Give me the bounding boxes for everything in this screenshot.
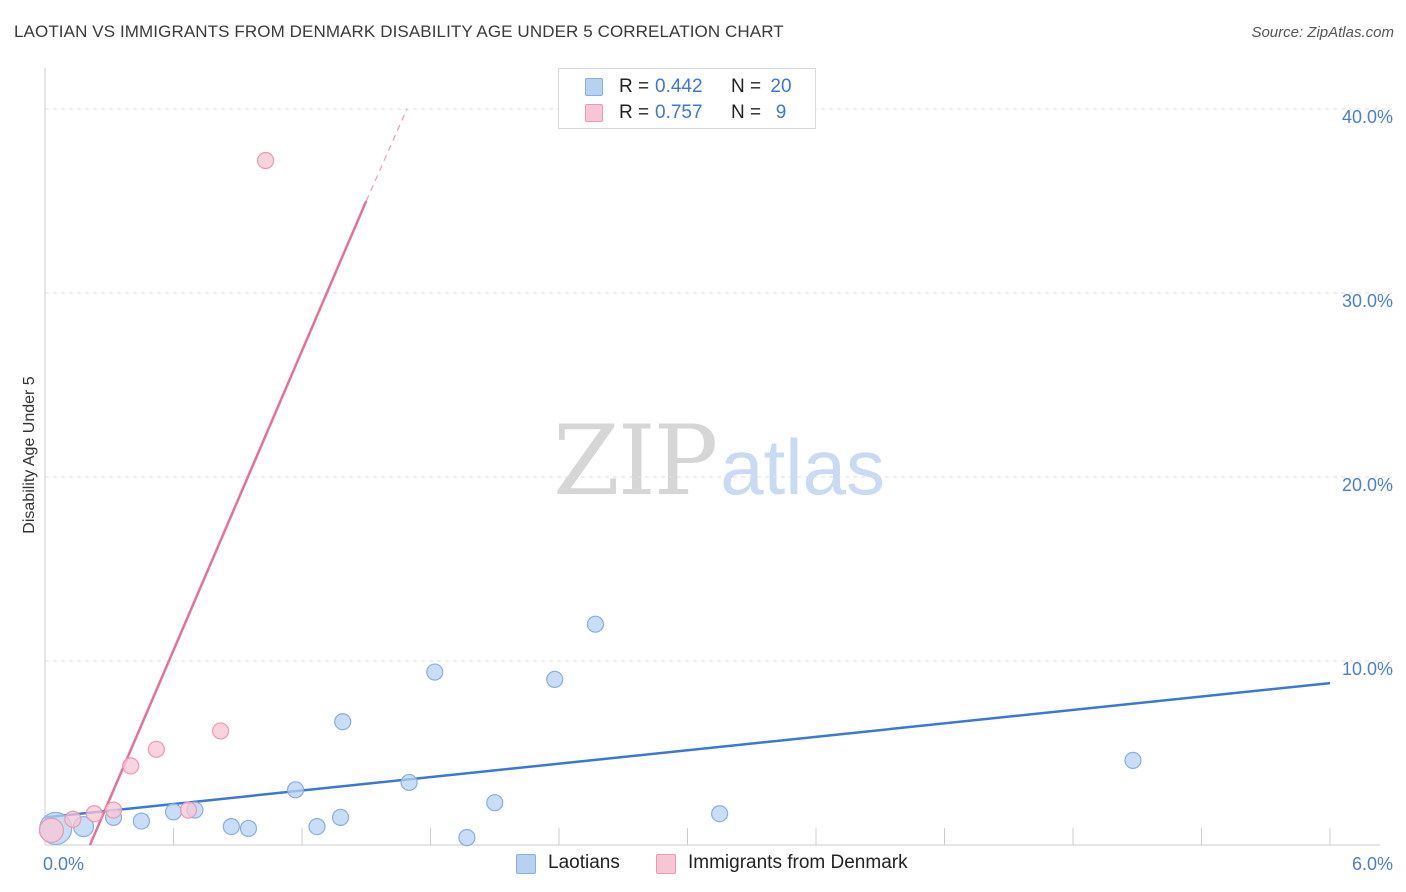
chart-title: LAOTIAN VS IMMIGRANTS FROM DENMARK DISAB… <box>14 22 784 41</box>
denmark-point <box>85 805 103 823</box>
y-tick-label: 10.0% <box>1342 659 1393 679</box>
laotians-point <box>546 670 564 689</box>
watermark-zip: ZIP <box>553 405 718 517</box>
n-value: 20 <box>770 76 792 97</box>
watermark-atlas: atlas <box>720 423 885 511</box>
data-points <box>38 151 1142 847</box>
laotians-point <box>331 808 350 827</box>
denmark-point <box>104 801 123 819</box>
n-label: N = <box>731 102 762 123</box>
y-tick-label: 40.0% <box>1342 107 1393 127</box>
laotians-point <box>711 805 729 823</box>
watermark: ZIPatlas <box>553 405 885 517</box>
y-axis-label: Disability Age Under 5 <box>21 376 38 534</box>
laotians-point <box>586 615 605 633</box>
denmark-swatch <box>585 104 603 122</box>
stats-legend: R = 0.442 N = 20 R = 0.757 N = 9 <box>558 68 816 129</box>
denmark-point <box>64 810 82 828</box>
laotians-point <box>426 663 444 681</box>
denmark-point <box>38 817 65 843</box>
y-tick-label: 30.0% <box>1342 291 1393 311</box>
laotians-point <box>308 817 326 836</box>
denmark-point <box>122 757 140 775</box>
x-tick-label-max: 6.0% <box>1352 854 1393 874</box>
r-label: R = <box>619 102 650 123</box>
r-value: 0.757 <box>655 102 703 123</box>
laotians-point <box>486 794 504 812</box>
trend-lines <box>44 108 1331 846</box>
r-label: R = <box>619 76 650 97</box>
tick-labels: 10.0% 20.0% 30.0% 40.0% 0.0% 6.0% <box>43 107 1393 874</box>
laotians-point <box>458 829 476 847</box>
denmark-legend-swatch <box>656 854 676 874</box>
laotians-point <box>222 817 240 836</box>
denmark-trend-line <box>88 200 368 846</box>
n-value: 9 <box>775 102 787 123</box>
source-label: Source: ZipAtlas.com <box>1251 24 1394 41</box>
laotians-legend-label: Laotians <box>548 852 620 873</box>
r-value: 0.442 <box>655 76 703 97</box>
grid-lines <box>45 108 1392 662</box>
laotians-point <box>400 773 418 792</box>
denmark-point <box>256 151 275 170</box>
laotians-swatch <box>585 78 603 96</box>
denmark-trend-extension <box>365 108 408 202</box>
denmark-point <box>147 740 165 758</box>
denmark-point <box>179 801 198 819</box>
laotians-trend-line <box>44 681 1331 819</box>
laotians-point <box>1124 751 1142 769</box>
laotians-point <box>132 812 150 830</box>
denmark-legend-label: Immigrants from Denmark <box>688 852 908 873</box>
laotians-point <box>334 713 352 731</box>
y-tick-label: 20.0% <box>1342 475 1393 495</box>
n-label: N = <box>731 76 762 97</box>
denmark-point <box>212 722 230 740</box>
laotians-point <box>239 819 258 838</box>
laotians-point <box>286 781 305 799</box>
axes <box>44 68 1380 846</box>
laotians-point <box>164 803 183 821</box>
x-tick-label-min: 0.0% <box>43 854 84 874</box>
laotians-legend-swatch <box>516 854 536 874</box>
